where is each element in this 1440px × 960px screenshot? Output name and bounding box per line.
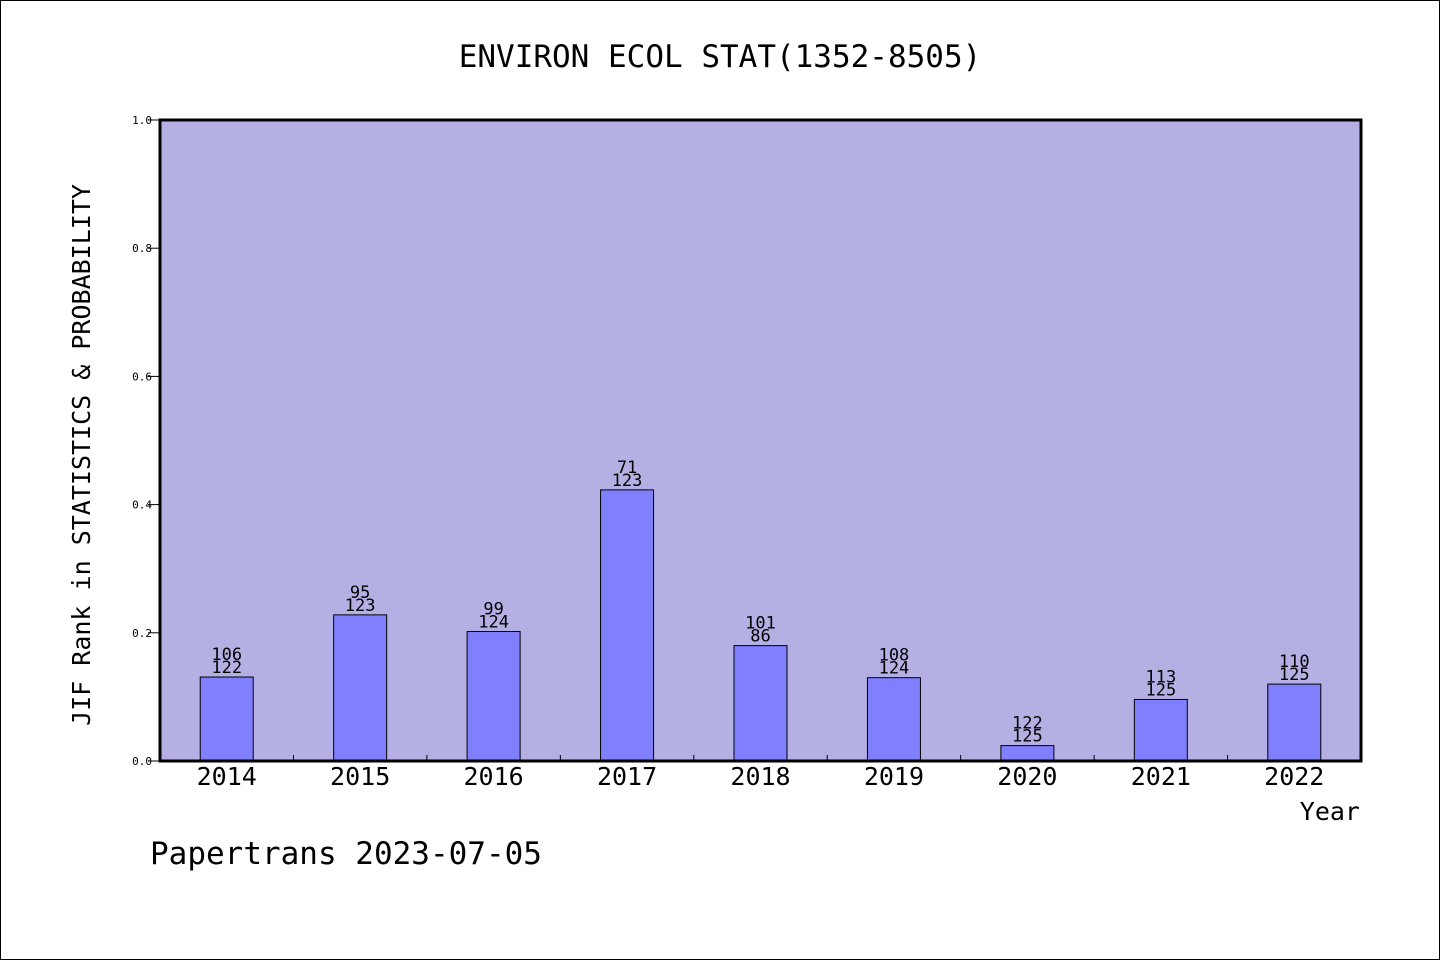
rank-label-2014: 106 bbox=[211, 645, 242, 665]
x-tick-label-2015: 2015 bbox=[330, 762, 390, 791]
rank-label-2017: 71 bbox=[617, 458, 637, 478]
x-tick-label-2022: 2022 bbox=[1264, 762, 1324, 791]
bar-2022 bbox=[1267, 683, 1322, 762]
x-tick-label-2017: 2017 bbox=[597, 762, 657, 791]
rank-label-2018: 101 bbox=[745, 614, 776, 634]
x-tick-label-2021: 2021 bbox=[1131, 762, 1191, 791]
rank-label-2015: 95 bbox=[350, 583, 370, 603]
y-tick-label: 0.2 bbox=[132, 627, 152, 640]
y-tick-label: 0.0 bbox=[132, 755, 152, 768]
x-tick-label-2020: 2020 bbox=[997, 762, 1057, 791]
total-label-2019: 124 bbox=[879, 659, 910, 679]
total-label-2022: 125 bbox=[1279, 665, 1310, 685]
total-label-2016: 124 bbox=[478, 613, 509, 633]
total-label-2014: 122 bbox=[211, 658, 242, 678]
bar-2019 bbox=[866, 677, 921, 762]
bar-2020 bbox=[1000, 745, 1055, 762]
bar-2015 bbox=[333, 614, 388, 762]
bar-2017 bbox=[600, 489, 655, 762]
total-label-2018: 86 bbox=[750, 627, 770, 647]
rank-label-2019: 108 bbox=[879, 646, 910, 666]
bars-group bbox=[199, 489, 1322, 762]
y-tick-label: 0.6 bbox=[132, 370, 152, 383]
total-label-2021: 125 bbox=[1145, 680, 1176, 700]
x-tick-label-2014: 2014 bbox=[197, 762, 257, 791]
y-axis-ticks: 0.0 0.2 0.4 0.6 0.8 1.0 bbox=[132, 114, 160, 768]
y-axis-label: JIF Rank in STATISTICS & PROBABILITY bbox=[67, 184, 96, 726]
x-tick-label-2018: 2018 bbox=[730, 762, 790, 791]
y-tick-label: 0.8 bbox=[132, 242, 152, 255]
bar-2018 bbox=[733, 645, 788, 762]
total-label-2015: 123 bbox=[345, 596, 376, 616]
rank-label-2022: 110 bbox=[1279, 652, 1310, 672]
y-tick-label: 0.4 bbox=[132, 499, 152, 512]
x-tick-label-2016: 2016 bbox=[464, 762, 524, 791]
rank-label-2016: 99 bbox=[483, 600, 503, 620]
plot-border bbox=[158, 118, 1363, 763]
bar-2014 bbox=[199, 676, 254, 762]
rank-label-2020: 122 bbox=[1012, 714, 1043, 734]
bar-2021 bbox=[1133, 698, 1188, 762]
total-label-2020: 125 bbox=[1012, 727, 1043, 747]
chart-title: ENVIRON ECOL STAT(1352-8505) bbox=[459, 39, 982, 75]
x-axis-ticks: 2014 2015 2016 2017 2018 2019 2020 2021 2022 bbox=[197, 755, 1324, 791]
rank-label-2021: 113 bbox=[1145, 667, 1176, 687]
bar-2016 bbox=[466, 631, 521, 762]
footer-source-date: Papertrans 2023-07-05 bbox=[150, 836, 542, 872]
total-label-2017: 123 bbox=[612, 471, 643, 491]
x-axis-label: Year bbox=[1300, 797, 1360, 826]
y-tick-label: 1.0 bbox=[132, 114, 152, 127]
x-tick-label-2019: 2019 bbox=[864, 762, 924, 791]
